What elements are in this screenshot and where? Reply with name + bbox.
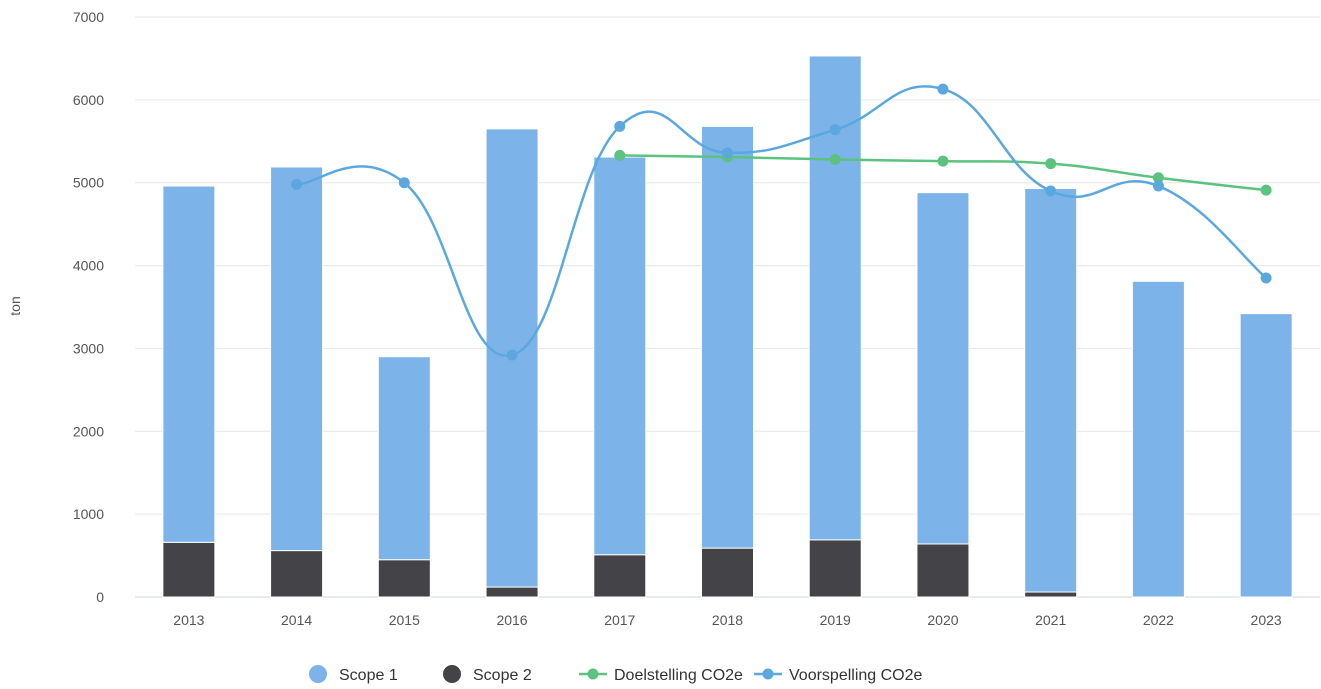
y-tick-label: 0 xyxy=(96,589,104,605)
legend: Scope 1 Scope 2 Doelstelling CO2e Voorspell… xyxy=(309,665,923,684)
bar-scope-1 xyxy=(808,55,862,541)
bars xyxy=(162,55,1293,598)
point-voorspelling-co2e xyxy=(829,124,841,136)
point-doelstelling-co2e xyxy=(614,149,626,161)
x-tick-label: 2014 xyxy=(281,612,312,628)
point-doelstelling-co2e xyxy=(829,154,841,166)
bar-scope-1 xyxy=(377,356,431,561)
x-tick-label: 2019 xyxy=(820,612,851,628)
x-tick-label: 2013 xyxy=(173,612,204,628)
x-axis-ticks: 2013 2014 2015 2016 2017 2018 2019 2020 2021 2022… xyxy=(173,612,1282,628)
legend-marker-voorspelling-co2e xyxy=(762,668,774,680)
legend-label: Voorspelling CO2e xyxy=(789,667,923,684)
bar-scope-2 xyxy=(808,539,862,598)
bar-scope-1 xyxy=(1024,188,1078,593)
bar-scope-2 xyxy=(485,586,539,598)
point-voorspelling-co2e xyxy=(937,83,949,95)
x-tick-label: 2015 xyxy=(389,612,420,628)
point-voorspelling-co2e xyxy=(614,120,626,132)
bar-scope-1 xyxy=(162,185,216,543)
point-voorspelling-co2e xyxy=(506,349,518,361)
bar-scope-2 xyxy=(377,559,431,598)
point-voorspelling-co2e xyxy=(722,147,733,159)
legend-label: Doelstelling CO2e xyxy=(614,667,743,684)
legend-marker-scope-2 xyxy=(443,665,461,683)
y-axis-label: ton xyxy=(7,296,23,315)
point-voorspelling-co2e xyxy=(291,178,303,190)
x-tick-label: 2020 xyxy=(927,612,958,628)
bar-scope-2 xyxy=(1024,591,1078,598)
bar-scope-1 xyxy=(916,192,970,545)
point-voorspelling-co2e xyxy=(1045,185,1057,197)
point-voorspelling-co2e xyxy=(398,177,410,189)
legend-label: Scope 1 xyxy=(339,667,398,684)
y-tick-label: 7000 xyxy=(73,9,104,25)
bar-scope-1 xyxy=(593,156,647,556)
y-tick-label: 2000 xyxy=(73,423,104,439)
bar-scope-2 xyxy=(701,547,754,598)
x-tick-label: 2017 xyxy=(604,612,635,628)
y-tick-label: 6000 xyxy=(73,92,104,108)
bar-scope-2 xyxy=(916,543,970,598)
bar-scope-1 xyxy=(1239,313,1293,598)
bar-scope-2 xyxy=(162,541,216,598)
y-tick-label: 3000 xyxy=(73,340,104,356)
line-series xyxy=(291,83,1272,361)
legend-marker-scope-1 xyxy=(309,665,327,683)
x-tick-label: 2016 xyxy=(496,612,527,628)
point-voorspelling-co2e xyxy=(1152,180,1164,192)
bar-scope-1 xyxy=(270,166,324,552)
point-doelstelling-co2e xyxy=(1152,172,1164,184)
line-voorspelling-co2e xyxy=(296,85,1267,357)
x-tick-label: 2022 xyxy=(1143,612,1174,628)
point-doelstelling-co2e xyxy=(1260,184,1272,196)
y-axis-ticks: 0 1000 2000 3000 4000 5000 6000 7000 xyxy=(73,9,104,605)
x-tick-label: 2021 xyxy=(1035,612,1066,628)
y-tick-label: 5000 xyxy=(73,175,104,191)
point-voorspelling-co2e xyxy=(1260,272,1272,284)
bar-scope-1 xyxy=(1131,280,1185,598)
point-doelstelling-co2e xyxy=(937,155,949,167)
bar-scope-2 xyxy=(593,554,647,598)
y-tick-label: 4000 xyxy=(73,258,104,274)
x-tick-label: 2018 xyxy=(712,612,743,628)
x-tick-label: 2023 xyxy=(1251,612,1282,628)
bar-scope-2 xyxy=(270,550,324,598)
y-tick-label: 1000 xyxy=(73,506,104,522)
legend-marker-doelstelling-co2e xyxy=(587,668,599,680)
point-doelstelling-co2e xyxy=(1045,158,1057,170)
legend-label: Scope 2 xyxy=(473,667,532,684)
bar-scope-1 xyxy=(701,125,754,549)
